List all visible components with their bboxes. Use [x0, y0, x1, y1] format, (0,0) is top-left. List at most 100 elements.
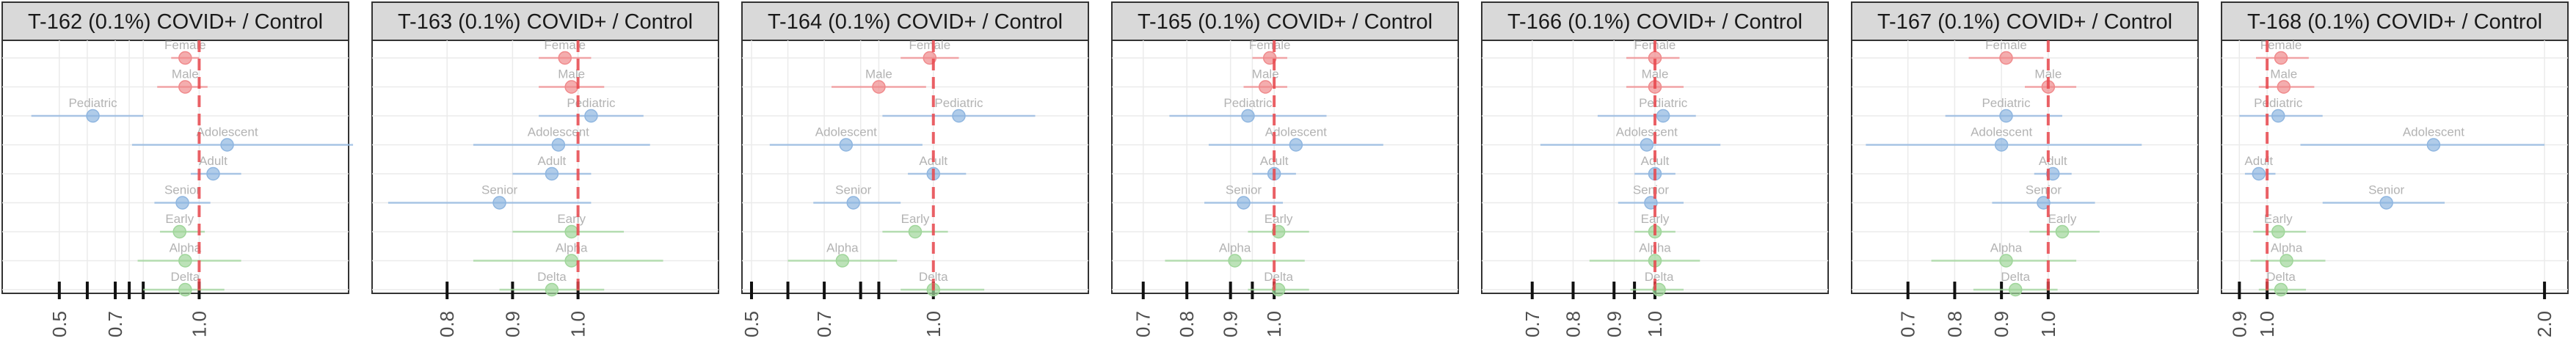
point-label: Male: [2034, 67, 2062, 81]
estimate-point: [206, 166, 220, 181]
estimate-point: [1640, 138, 1654, 152]
point-label: Alpha: [1219, 241, 1251, 255]
plot-area: [1, 40, 349, 294]
estimate-point: [2280, 254, 2293, 268]
estimate-point: [551, 138, 566, 152]
point-label: Pediatric: [2254, 96, 2303, 110]
point-label: Senior: [835, 183, 871, 197]
point-label: Male: [2270, 67, 2297, 81]
facet-panel: T-163 (0.1%) COVID+ / Control 0.8 0.9 1.0 Fe…: [371, 1, 719, 337]
facet-title: T-168 (0.1%) COVID+ / Control: [2247, 10, 2542, 34]
point-label: Alpha: [2271, 241, 2303, 255]
tick-label: 0.7: [1132, 311, 1154, 337]
estimate-point: [2274, 282, 2288, 297]
tick-label: 1.0: [1263, 311, 1285, 337]
point-label: Female: [164, 38, 206, 52]
tick-label: 0.7: [1897, 311, 1919, 337]
tick-label: 0.9: [2228, 311, 2250, 337]
facet-title: T-163 (0.1%) COVID+ / Control: [398, 10, 693, 34]
estimate-point: [558, 51, 572, 65]
estimate-point: [545, 166, 559, 181]
point-label: Pediatric: [1982, 96, 2031, 110]
tick-label: 0.8: [436, 311, 458, 337]
facet-panel: T-167 (0.1%) COVID+ / Control 0.7 0.8 0.9 1.…: [1851, 1, 2199, 337]
estimate-point: [564, 254, 578, 268]
tick-label: 0.9: [1603, 311, 1625, 337]
facet-title: T-165 (0.1%) COVID+ / Control: [1138, 10, 1433, 34]
estimate-point: [1228, 254, 1242, 268]
facet-title: T-164 (0.1%) COVID+ / Control: [768, 10, 1063, 34]
estimate-point: [872, 80, 886, 94]
facet-strip: [741, 1, 1089, 41]
point-label: Early: [1265, 212, 1293, 226]
tick-label: 1.0: [923, 311, 945, 337]
point-label: Adult: [199, 154, 228, 168]
point-label: Delta: [2266, 270, 2296, 284]
point-label: Early: [165, 212, 194, 226]
point-label: Senior: [481, 183, 517, 197]
estimate-point: [545, 282, 559, 297]
estimate-point: [2274, 51, 2288, 65]
point-label: Pediatric: [1223, 96, 1273, 110]
tick-label: 1.0: [188, 311, 210, 337]
estimate-point: [908, 224, 923, 239]
point-label: Senior: [2026, 183, 2062, 197]
facet-title: T-167 (0.1%) COVID+ / Control: [1877, 10, 2172, 34]
facet-panel: T-165 (0.1%) COVID+ / Control 0.7 0.8 0.9 1.…: [1111, 1, 1459, 337]
estimate-point: [564, 80, 578, 94]
point-label: Senior: [1226, 183, 1262, 197]
estimate-point: [178, 51, 192, 65]
tick-label: 1.0: [2037, 311, 2059, 337]
tick-label: 1.0: [2256, 311, 2278, 337]
estimate-point: [175, 196, 189, 210]
point-label: Alpha: [1990, 241, 2023, 255]
estimate-point: [2037, 196, 2051, 210]
estimate-point: [2009, 282, 2023, 297]
tick-label: 0.8: [1176, 311, 1198, 337]
tick-label: 0.9: [1220, 311, 1242, 337]
facet-strip: [2221, 1, 2569, 41]
point-label: Delta: [170, 270, 200, 284]
point-label: Adult: [2244, 154, 2273, 168]
estimate-point: [1999, 109, 2013, 123]
point-label: Delta: [919, 270, 948, 284]
point-label: Adolescent: [528, 125, 589, 139]
estimate-point: [1237, 196, 1251, 210]
point-label: Delta: [1645, 270, 1674, 284]
point-label: Early: [1641, 212, 1670, 226]
point-label: Adult: [2039, 154, 2067, 168]
estimate-point: [1258, 80, 1273, 94]
tick-label: 0.7: [813, 311, 835, 337]
plot-area: [1851, 40, 2199, 294]
estimate-point: [846, 196, 861, 210]
point-label: Early: [901, 212, 930, 226]
estimate-point: [178, 254, 192, 268]
tick-label: 0.8: [1943, 311, 1965, 337]
point-label: Alpha: [826, 241, 859, 255]
estimate-point: [564, 224, 578, 239]
point-label: Male: [865, 67, 892, 81]
point-label: Male: [1252, 67, 1279, 81]
estimate-point: [178, 282, 192, 297]
estimate-point: [835, 254, 850, 268]
point-label: Female: [1985, 38, 2027, 52]
point-label: Senior: [1633, 183, 1669, 197]
point-label: Female: [2260, 38, 2302, 52]
facet-strip: [1111, 1, 1459, 41]
estimate-point: [1241, 109, 1255, 123]
point-label: Male: [1642, 67, 1669, 81]
facet-panel: T-168 (0.1%) COVID+ / Control 0.9 1.0 2.0 Fe…: [2221, 1, 2569, 337]
point-label: Adolescent: [2403, 125, 2464, 139]
point-label: Pediatric: [934, 96, 983, 110]
estimate-point: [2252, 166, 2266, 181]
tick-label: 0.5: [741, 311, 763, 337]
estimate-point: [1289, 138, 1303, 152]
point-label: Adolescent: [815, 125, 877, 139]
point-label: Female: [544, 38, 586, 52]
estimate-point: [1656, 109, 1670, 123]
point-label: Early: [2264, 212, 2293, 226]
tick-label: 0.7: [104, 311, 126, 337]
facet-panel: T-164 (0.1%) COVID+ / Control 0.5 0.7 1.0 Fe…: [741, 1, 1089, 337]
estimate-point: [2271, 224, 2285, 239]
tick-label: 0.8: [1562, 311, 1584, 337]
